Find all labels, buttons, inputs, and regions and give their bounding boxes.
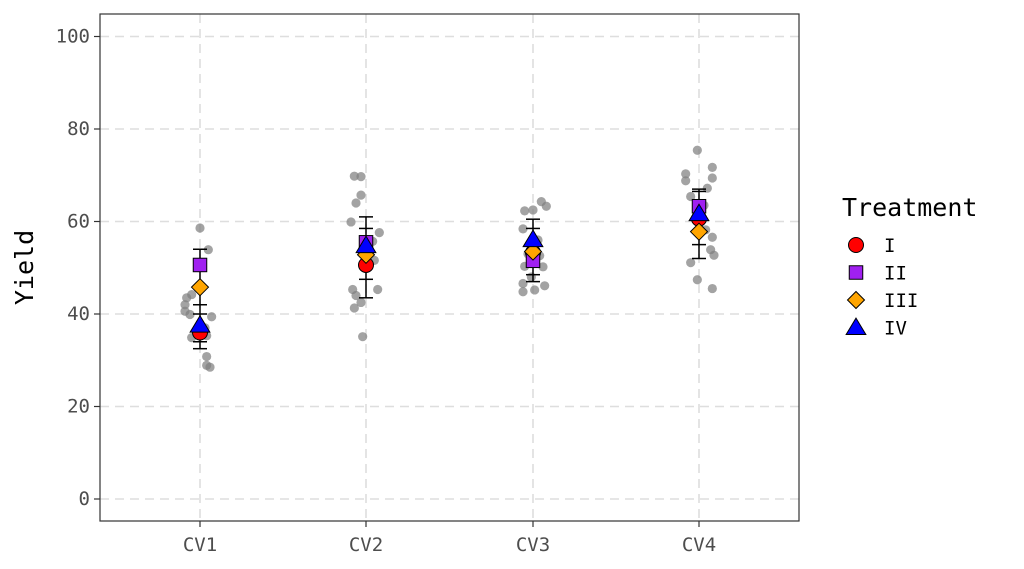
raw-point <box>373 284 383 295</box>
x-tick-label-cv4: CV4 <box>682 534 716 556</box>
legend-label-iii: III <box>884 290 918 312</box>
y-tick-label-80: 80 <box>67 118 90 140</box>
raw-point <box>692 275 702 285</box>
grid-lines <box>100 14 799 521</box>
raw-point <box>686 191 696 202</box>
raw-point <box>351 290 361 301</box>
error-bars <box>193 188 706 350</box>
mean-iv-cv1 <box>189 314 211 333</box>
legend-item-ii: II <box>848 263 907 285</box>
raw-point <box>356 190 366 200</box>
legend-label-i: I <box>884 235 895 257</box>
y-tick-label-0: 0 <box>79 488 90 510</box>
raw-point <box>707 162 717 172</box>
legend-key-iv <box>845 317 867 336</box>
raw-point <box>540 281 550 291</box>
raw-point <box>541 201 551 211</box>
raw-point <box>180 300 190 310</box>
raw-point <box>526 272 536 282</box>
mean-iii-cv4 <box>689 222 709 241</box>
legend-key-ii <box>848 265 864 280</box>
raw-point <box>520 206 530 216</box>
legend-label-ii: II <box>884 263 907 285</box>
raw-point <box>528 205 538 215</box>
raw-point <box>530 285 540 295</box>
raw-point <box>349 303 359 313</box>
mean-iv-cv3 <box>522 229 544 248</box>
raw-point <box>707 232 717 242</box>
x-axis-ticks: CV1 CV2 CV3 CV4 <box>183 521 716 556</box>
raw-point <box>351 198 361 208</box>
legend-label-iv: IV <box>884 318 907 340</box>
y-tick-label-60: 60 <box>67 211 90 233</box>
legend-key-iii <box>846 290 866 310</box>
mean-iii-cv1 <box>190 277 210 297</box>
y-tick-label-100: 100 <box>56 26 90 48</box>
legend-title: Treatment <box>842 193 977 222</box>
raw-point <box>195 223 205 233</box>
x-tick-label-cv1: CV1 <box>183 534 217 556</box>
raw-point <box>518 224 528 234</box>
raw-point <box>518 287 528 297</box>
raw-point <box>681 176 691 186</box>
raw-point <box>349 171 359 181</box>
raw-point <box>346 217 356 227</box>
legend-item-iv: IV <box>845 317 907 340</box>
x-tick-label-cv3: CV3 <box>516 534 550 556</box>
raw-point <box>207 312 217 322</box>
mean-iii-cv3 <box>523 242 543 261</box>
raw-point <box>681 169 691 179</box>
raw-point <box>692 145 702 155</box>
legend-key-i <box>848 237 864 253</box>
raw-point <box>709 250 719 260</box>
raw-points <box>180 145 719 372</box>
raw-point <box>182 293 192 303</box>
legend-item-i: I <box>848 235 895 257</box>
mean-iv-cv4 <box>688 203 710 222</box>
raw-point <box>205 362 215 372</box>
panel-border <box>99 13 800 522</box>
raw-point <box>358 332 368 342</box>
raw-point <box>538 262 548 272</box>
y-axis-title: Yield <box>10 230 39 305</box>
legend-item-iii: III <box>846 290 918 312</box>
raw-point <box>707 173 717 183</box>
y-tick-label-40: 40 <box>67 303 90 325</box>
raw-point <box>185 309 195 320</box>
x-tick-label-cv2: CV2 <box>349 534 383 556</box>
raw-point <box>518 278 528 289</box>
mean-ii-cv1 <box>192 257 208 273</box>
raw-point <box>702 183 712 193</box>
raw-point <box>707 283 717 294</box>
raw-point <box>356 172 366 182</box>
mean-iv-cv2 <box>355 235 377 254</box>
raw-point <box>203 245 213 255</box>
raw-point <box>202 351 212 362</box>
y-tick-label-20: 20 <box>67 396 90 418</box>
treatment-means <box>189 198 710 341</box>
y-axis-ticks: 0 20 40 60 80 100 <box>56 26 100 510</box>
raw-point <box>686 258 696 268</box>
raw-point <box>374 228 384 238</box>
raw-point <box>356 297 366 308</box>
